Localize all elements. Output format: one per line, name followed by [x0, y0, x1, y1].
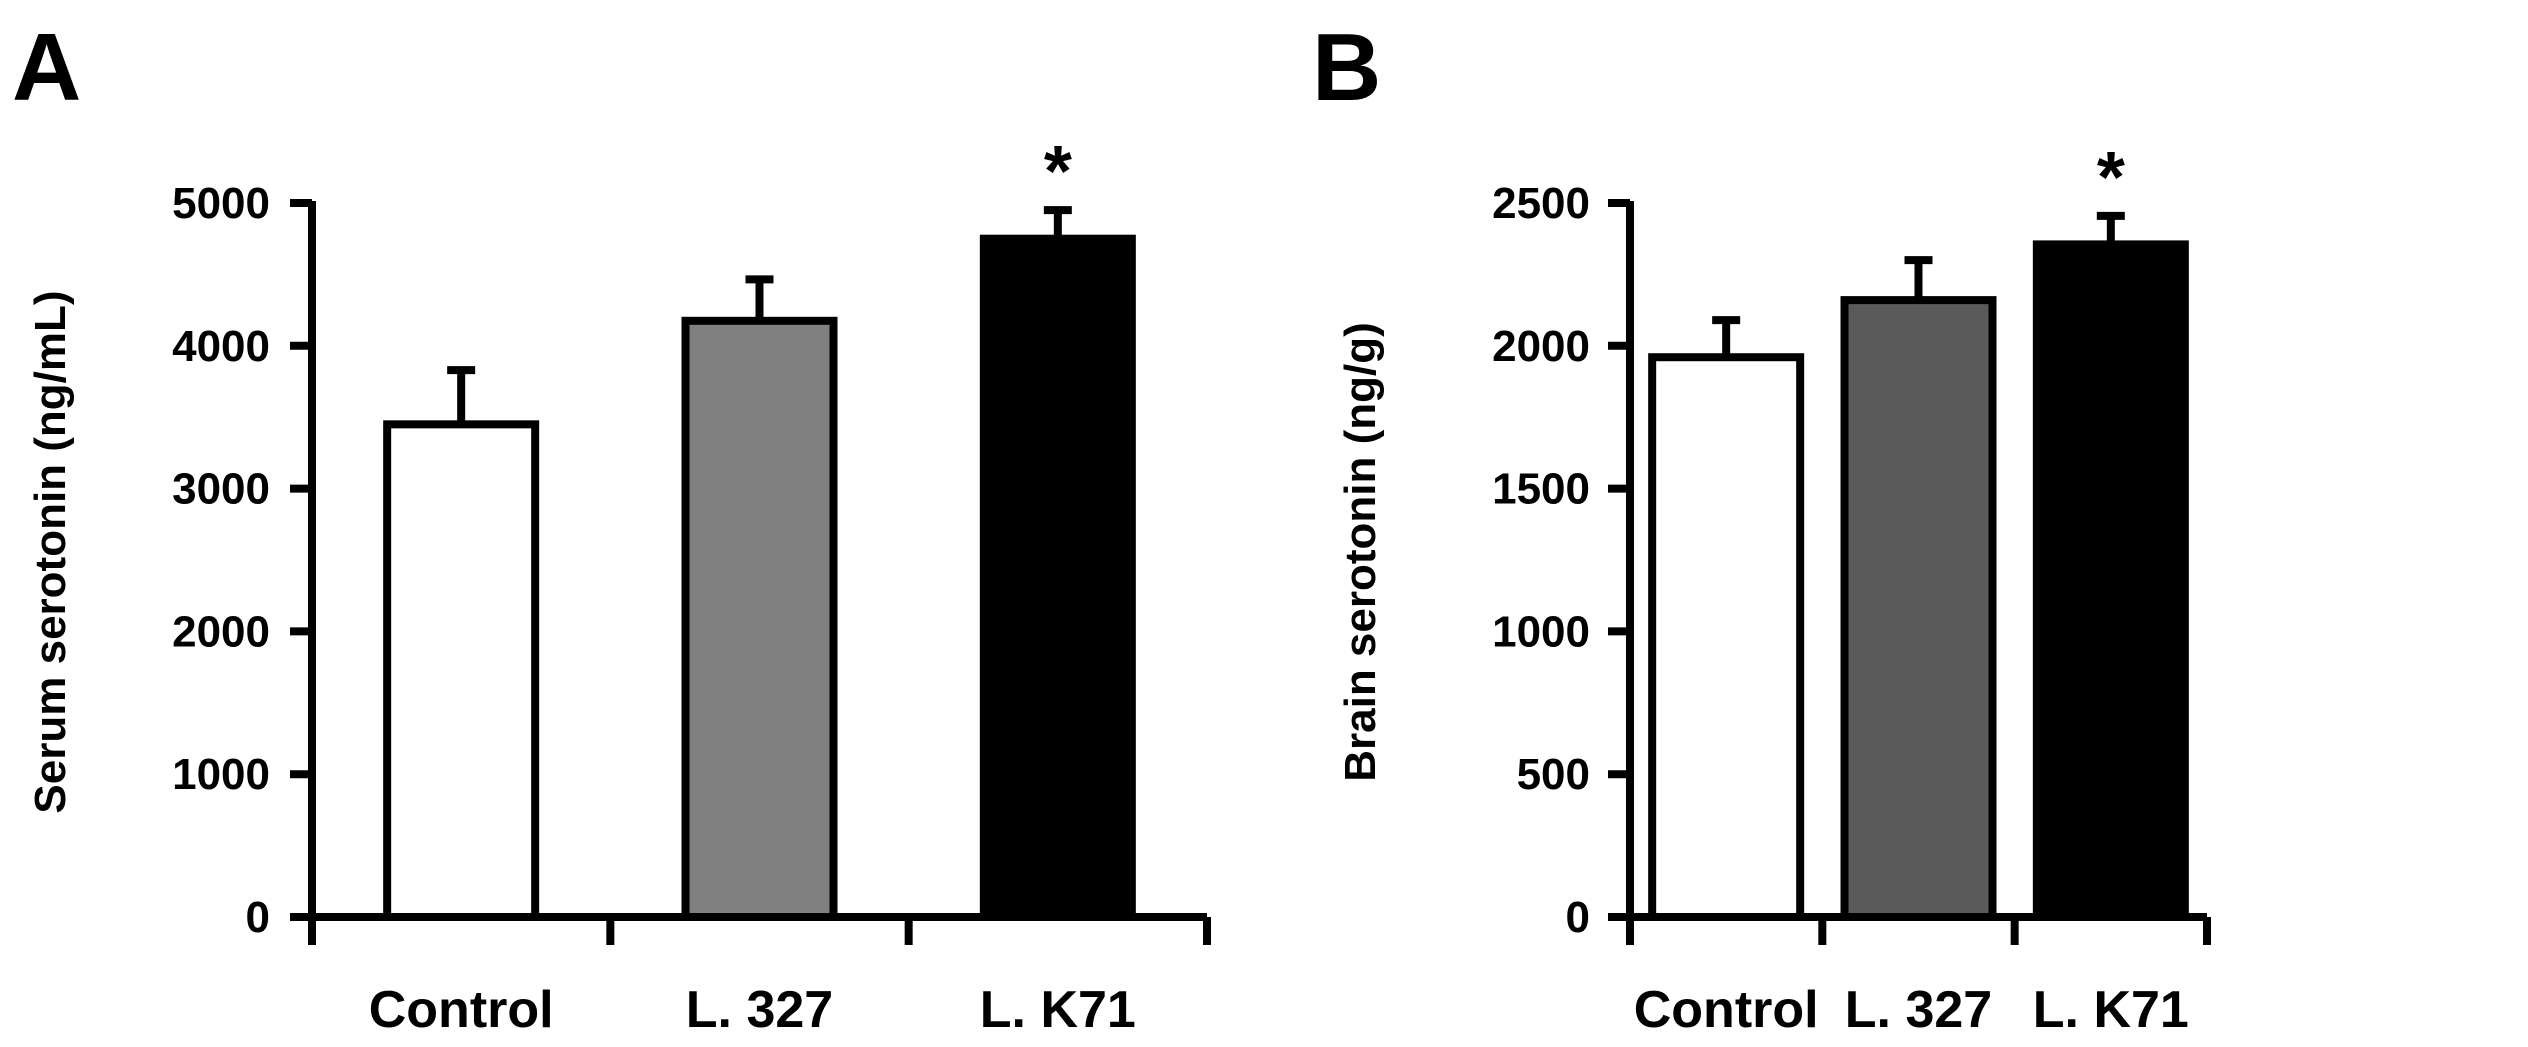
panel-a-y-tick-label: 5000	[172, 179, 270, 228]
panel-a-y-tick-label: 3000	[172, 465, 270, 514]
panel-b-category-label: L. K71	[2033, 981, 2189, 1039]
panel-b-category-label: L. 327	[1845, 981, 1992, 1039]
panel-a-bar-control	[383, 420, 540, 921]
panel-b-y-tick-label: 500	[1517, 750, 1590, 799]
panel-a-category-label: L. 327	[686, 981, 833, 1039]
panel-b-y-tick-label: 2500	[1492, 179, 1590, 228]
panel-a-bars: Control L. 327 L. K71 *	[369, 132, 1136, 1039]
panel-b-significance-mark: *	[2097, 138, 2125, 218]
panel-a-y-tick-label: 0	[246, 893, 270, 942]
panel-b-bars: Control L. 327 L. K71 *	[1634, 138, 2189, 1039]
panel-b-bar-l-327	[1840, 296, 1997, 921]
panel-b: B 0 500 1000 1500 2000 2500 Control L. 327 L. K…	[1312, 14, 2211, 1039]
panel-a-bar-l-k71	[979, 234, 1136, 921]
panel-b-y-tick-label: 1500	[1492, 465, 1590, 514]
panel-b-label: B	[1312, 14, 1381, 121]
panel-b-category-label: Control	[1634, 981, 1819, 1039]
panel-a-y-tick-label: 2000	[172, 607, 270, 656]
panel-b-y-tick-label: 0	[1566, 893, 1590, 942]
panel-a-bar-l-327	[681, 316, 838, 921]
panel-a-label: A	[12, 14, 81, 121]
panel-a-category-label: Control	[369, 981, 554, 1039]
panel-a-y-tick-label: 4000	[172, 322, 270, 371]
panel-b-y-tick-label: 2000	[1492, 322, 1590, 371]
panel-a-category-label: L. K71	[980, 981, 1136, 1039]
panel-b-y-tick-label: 1000	[1492, 607, 1590, 656]
panel-a: A 0 1000 2000 3000 4000 5000 Control L. 327 L. …	[12, 14, 1211, 1039]
panel-b-bar-control	[1648, 353, 1805, 921]
panel-b-bar-l-k71	[2032, 240, 2189, 922]
panel-a-y-axis-title: Serum serotonin (ng/mL)	[26, 290, 75, 813]
panel-a-y-tick-label: 1000	[172, 750, 270, 799]
panel-b-y-axis-title: Brain serotonin (ng/g)	[1336, 322, 1385, 782]
panel-a-significance-mark: *	[1044, 132, 1072, 212]
